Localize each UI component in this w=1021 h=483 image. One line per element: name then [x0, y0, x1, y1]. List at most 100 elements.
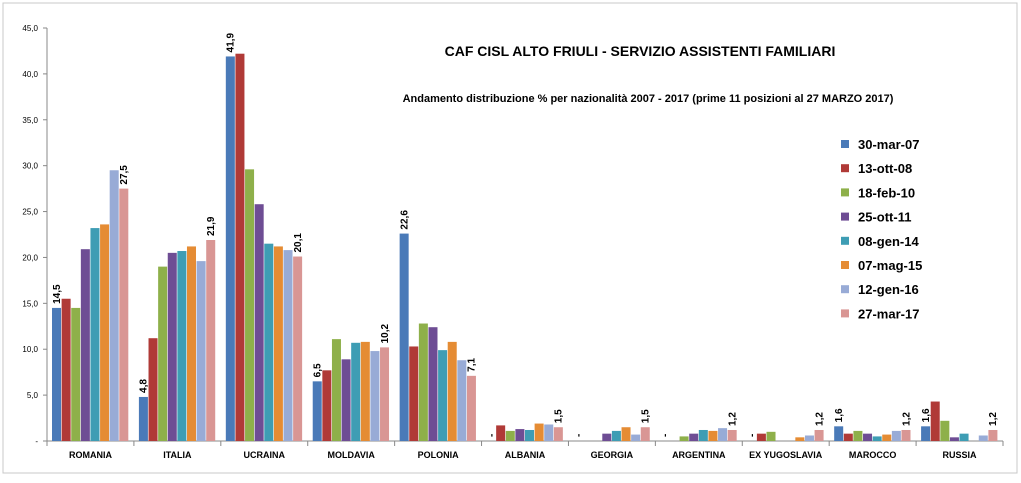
bar — [186, 246, 196, 441]
bar — [525, 429, 535, 441]
legend-swatch — [841, 140, 849, 148]
bar — [978, 435, 988, 441]
data-label: 1,5 — [554, 409, 565, 423]
bar — [863, 433, 873, 441]
bar — [949, 437, 959, 441]
legend-label: 12-gen-16 — [858, 282, 919, 297]
bar — [553, 427, 563, 441]
bar — [843, 433, 853, 441]
legend-label: 18-feb-10 — [858, 185, 915, 200]
bar — [853, 430, 863, 441]
bar — [438, 350, 448, 441]
data-label: 20,1 — [293, 233, 304, 253]
legend-label: 13-ott-08 — [858, 161, 912, 176]
y-tick-label: 45,0 — [22, 24, 38, 33]
legend-swatch — [841, 164, 849, 173]
bar — [138, 396, 148, 441]
bar — [756, 433, 766, 441]
x-tick-label: ROMANIA — [69, 450, 112, 460]
bar — [167, 252, 177, 441]
data-label: 14,5 — [52, 284, 63, 304]
legend-swatch — [841, 261, 849, 269]
bar — [930, 401, 940, 441]
bar — [409, 346, 419, 441]
bar — [148, 338, 158, 441]
bar — [544, 424, 554, 441]
legend-label: 25-ott-11 — [858, 210, 911, 225]
bar — [206, 240, 216, 441]
legend-swatch — [841, 236, 849, 245]
bar — [959, 433, 969, 441]
bar — [447, 341, 457, 441]
legend-swatch — [841, 309, 849, 318]
bar — [351, 342, 361, 441]
bar — [988, 429, 998, 441]
bar — [621, 427, 631, 441]
x-tick-label: UCRAINA — [244, 450, 286, 460]
bar — [602, 433, 612, 441]
bar — [505, 430, 515, 441]
bar — [496, 425, 506, 441]
bar — [679, 436, 689, 441]
data-label: 1,6 — [921, 408, 932, 422]
bar — [273, 246, 283, 441]
x-tick-label: GEORGIA — [591, 450, 634, 460]
bar — [611, 430, 621, 441]
data-label: 1,5 — [641, 409, 652, 423]
data-label: - — [747, 434, 758, 437]
bar — [698, 429, 708, 441]
y-tick-label: - — [35, 437, 38, 446]
bar — [399, 233, 409, 441]
bar — [515, 429, 525, 441]
y-tick-label: 40,0 — [22, 70, 38, 79]
x-tick-label: RUSSIA — [943, 450, 978, 460]
y-axis: - 5,0 10,0 15,0 20,0 25,0 30,0 35,0 40,0 45,0 — [22, 24, 48, 446]
data-label: 4,8 — [139, 379, 150, 393]
legend-label: 27-mar-17 — [858, 306, 919, 321]
bar — [891, 430, 901, 441]
data-label: 22,6 — [399, 210, 410, 230]
y-tick-label: 30,0 — [22, 162, 38, 171]
legend-label: 07-mag-15 — [858, 258, 922, 273]
x-tick-label: MAROCCO — [849, 450, 897, 460]
bar — [61, 298, 71, 441]
legend-swatch — [841, 212, 849, 221]
bar — [718, 428, 728, 441]
bars-group — [52, 53, 998, 442]
data-label: 1,2 — [814, 412, 825, 426]
bar — [380, 347, 390, 441]
legend: 30-mar-07 13-ott-08 18-feb-10 25-ott-11 08-g… — [841, 137, 922, 321]
bar — [119, 188, 129, 441]
bar — [331, 339, 341, 441]
bar — [727, 429, 737, 441]
bar — [293, 256, 303, 441]
x-tick-label: EX YUGOSLAVIA — [749, 450, 823, 460]
bar — [466, 375, 476, 441]
data-label: - — [573, 434, 584, 437]
bar — [882, 434, 892, 441]
bar — [235, 53, 245, 441]
bar — [418, 323, 428, 441]
bar — [370, 351, 380, 441]
bar — [100, 224, 110, 441]
y-tick-label: 35,0 — [22, 116, 38, 125]
data-label: 41,9 — [226, 33, 237, 53]
bar — [312, 381, 322, 441]
bar — [921, 426, 931, 441]
chart-subtitle: Andamento distribuzione % per nazionalit… — [403, 93, 894, 105]
bar — [283, 250, 293, 441]
bar — [80, 249, 90, 441]
bar — [71, 307, 81, 441]
data-label: 1,6 — [834, 408, 845, 422]
y-tick-label: 5,0 — [27, 391, 39, 400]
bar — [834, 426, 844, 441]
bar — [52, 307, 62, 441]
bar — [766, 431, 776, 441]
x-tick-label: ALBANIA — [505, 450, 546, 460]
y-tick-label: 20,0 — [22, 253, 38, 262]
legend-swatch — [841, 188, 849, 197]
bar — [90, 228, 100, 441]
bar — [322, 370, 332, 441]
